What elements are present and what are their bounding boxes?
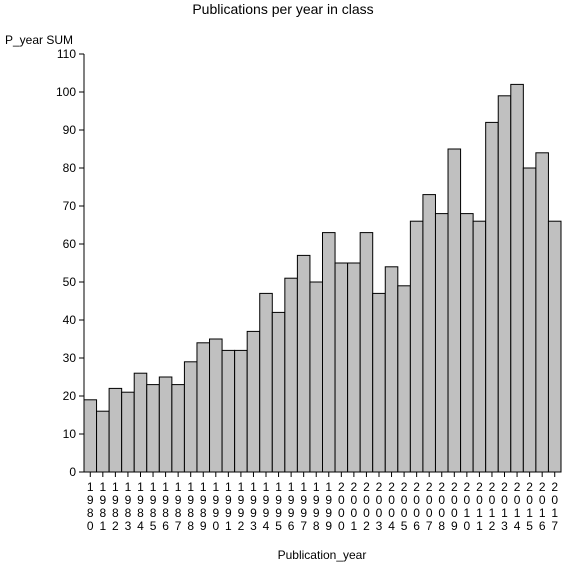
bar-1990: [209, 338, 223, 473]
y-tick-label: 80: [63, 161, 77, 175]
bar-2012: [485, 121, 499, 473]
bar-1986: [158, 376, 173, 473]
y-tick-label: 70: [63, 199, 77, 213]
bar-2015: [522, 167, 537, 473]
bar-2004: [384, 266, 399, 473]
bar-1993: [246, 330, 261, 473]
y-tick-label: 30: [63, 351, 77, 365]
bar-1987: [171, 384, 185, 473]
y-tick-label: 40: [63, 313, 77, 327]
y-axis-label: P_year SUM: [5, 33, 73, 47]
y-tick-label: 10: [63, 427, 77, 441]
bar-1982: [108, 387, 123, 473]
bar-2009: [447, 148, 462, 473]
y-axis-ticks: 0 10 20 30 40 50 60 70 80 90 100 110: [56, 47, 84, 479]
y-tick-label: 20: [63, 389, 77, 403]
bar-1995: [271, 311, 286, 473]
bar-1992: [234, 349, 248, 473]
bar-1999: [322, 232, 336, 473]
bar-2001: [347, 262, 361, 473]
bar-1991: [221, 349, 236, 473]
bar-2006: [409, 220, 424, 473]
bar-2011: [472, 220, 487, 473]
y-tick-label: 60: [63, 237, 77, 251]
bar-1980: [83, 399, 98, 473]
bar-2005: [397, 285, 411, 473]
bar-1997: [296, 254, 311, 473]
bar-2008: [434, 213, 449, 473]
y-tick-label: 90: [63, 123, 77, 137]
bar-1985: [146, 384, 160, 473]
bar-group: [83, 83, 562, 473]
bar-1996: [284, 277, 298, 473]
bar-2010: [460, 213, 474, 473]
bar-2017: [547, 220, 562, 473]
bar-2016: [535, 152, 549, 473]
bar-2007: [422, 194, 436, 473]
bar-1998: [309, 281, 324, 473]
bar-1994: [259, 292, 273, 473]
y-tick-label: 100: [56, 85, 76, 99]
bar-2000: [334, 262, 349, 473]
bar-1981: [96, 410, 110, 473]
bar-2014: [510, 83, 524, 473]
y-tick-label: 50: [63, 275, 77, 289]
bar-2003: [372, 292, 386, 473]
bar-2013: [497, 95, 512, 473]
chart-title: Publications per year in class: [192, 1, 373, 17]
x-axis-label: Publication_year: [278, 548, 367, 562]
bar-1988: [183, 361, 198, 473]
y-tick-label: 110: [57, 47, 76, 61]
bar-1989: [196, 342, 211, 473]
bar-1983: [121, 391, 135, 473]
bar-2002: [359, 232, 374, 473]
bar-1984: [133, 372, 148, 473]
x-axis-ticks: 1 9 8 0 1 9 8 1 1 9 8 2 1 9 8 3 1 9 8 4 1 9 8 5 1 9 8 6 1 9 8 7 1 9 8 8 1 9 8 9…: [87, 472, 558, 533]
axes: [83, 54, 561, 473]
y-tick-label: 0: [69, 465, 76, 479]
